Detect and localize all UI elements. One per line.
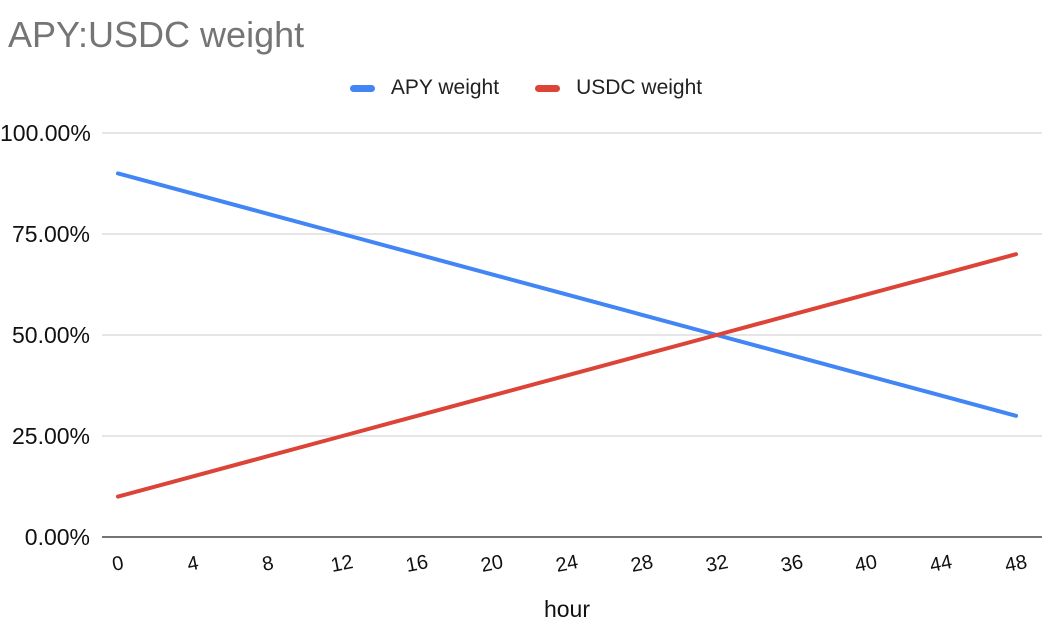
y-tick-label: 25.00%	[11, 423, 90, 449]
legend: APY weight USDC weight	[0, 76, 1052, 100]
legend-item-apy-weight: APY weight	[349, 76, 500, 100]
y-tick-label: 0.00%	[24, 524, 90, 550]
y-tick-label: 50.00%	[11, 322, 90, 348]
apy-weight-legend-swatch-icon	[349, 84, 375, 92]
y-tick-label: 100.00%	[0, 120, 91, 146]
series-line-usdc-weight[interactable]	[116, 252, 1018, 499]
legend-label-usdc-weight: USDC weight	[576, 76, 703, 99]
chart-title: APY:USDC weight	[8, 14, 305, 55]
legend-label-apy-weight: APY weight	[390, 76, 500, 99]
y-tick-label: 75.00%	[11, 221, 90, 247]
series-line-apy-weight[interactable]	[116, 171, 1018, 418]
x-axis-title: hour	[543, 596, 591, 622]
legend-item-usdc-weight: USDC weight	[535, 76, 702, 100]
usdc-weight-legend-swatch-icon	[535, 84, 561, 92]
